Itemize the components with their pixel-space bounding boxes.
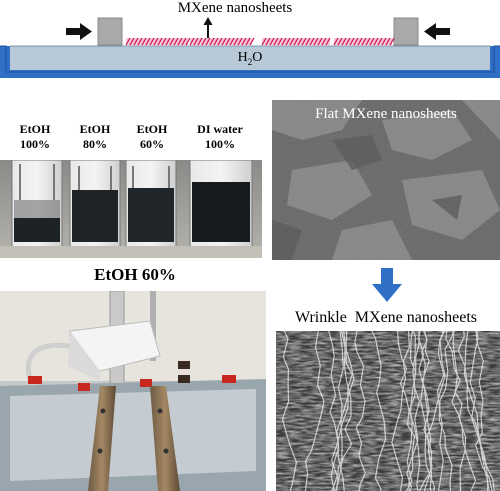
water-subphase	[10, 46, 490, 70]
wrinkle-ridge	[335, 331, 353, 491]
water-label-h: H	[237, 50, 248, 65]
vial-label-0-line2: 100%	[20, 137, 50, 151]
down-arrow-icon	[372, 268, 402, 302]
wrinkle-ridge	[391, 331, 410, 491]
wrinkle-ridge	[475, 331, 493, 491]
wrinkle-ridge	[330, 331, 355, 491]
nanosheet-strip	[334, 38, 392, 45]
vial-panel: EtOH 100% EtOH 80% EtOH 60% DI water 100…	[0, 118, 262, 258]
apparatus-panel	[0, 291, 266, 491]
wrinkle-ridge	[436, 331, 445, 491]
wrinkle-ridge	[452, 331, 467, 491]
wrinkle-ridge	[445, 331, 477, 491]
trough-svg	[0, 17, 500, 78]
vial-photo	[0, 160, 262, 258]
right-barrier	[393, 17, 419, 46]
wrinkle-ridge	[469, 331, 495, 491]
wrinkle-ridge	[419, 331, 433, 491]
wrinkle-ridge	[396, 331, 421, 491]
vial-label-3-line2: 100%	[205, 137, 235, 151]
vial-label-3-line1: DI water	[197, 122, 243, 136]
nanosheet-layer	[125, 37, 395, 46]
left-barrier	[97, 17, 123, 46]
sem-wrinkle-panel	[276, 331, 500, 491]
wrinkle-ridge	[371, 331, 387, 491]
wrinkle-texture	[276, 331, 500, 491]
sem-flat-image	[272, 100, 500, 260]
vial-etoh-100	[11, 160, 63, 249]
vial-label-1-line2: 80%	[83, 137, 107, 151]
vial-label-0: EtOH 100%	[10, 122, 60, 152]
wrinkle-ridge	[405, 331, 417, 491]
wrinkle-ridge	[457, 331, 489, 491]
apparatus-photo	[0, 291, 266, 491]
left-compression-arrow	[66, 23, 92, 40]
wrinkle-ridge	[337, 331, 353, 491]
vial-label-0-line1: EtOH	[19, 122, 51, 136]
nanosheet-strip	[126, 38, 188, 45]
transition-arrow	[372, 268, 402, 304]
wrinkle-ridge	[418, 331, 433, 491]
lift-arrow	[203, 17, 213, 38]
wrinkle-ridge	[406, 331, 421, 491]
wrinkle-ridge	[354, 331, 366, 491]
vial-label-2: EtOH 60%	[127, 122, 177, 152]
vial-label-2-line2: 60%	[140, 137, 164, 151]
trough-schematic	[0, 0, 500, 80]
vial-label-1: EtOH 80%	[70, 122, 120, 152]
right-compression-arrow	[424, 23, 450, 40]
apparatus-title: EtOH 60%	[94, 265, 176, 284]
vial-etoh-60	[125, 160, 177, 249]
nanosheet-label: MXene nanosheets	[177, 0, 293, 16]
nanosheet-strip	[190, 38, 252, 45]
wrinkle-ridge	[427, 331, 446, 491]
sem-flat-caption: Flat MXene nanosheets	[315, 106, 457, 122]
vial-label-3: DI water 100%	[180, 122, 260, 152]
sem-wrinkle-image	[276, 331, 500, 491]
vial-label-2-line1: EtOH	[136, 122, 168, 136]
wrinkle-ridge	[406, 331, 416, 491]
water-label-sub: 2	[247, 56, 253, 67]
wrinkle-ridge	[328, 331, 339, 491]
vial-label-1-line1: EtOH	[79, 122, 111, 136]
wrinkle-ridges	[281, 331, 495, 491]
sem-wrinkle-caption: Wrinkle MXene nanosheets	[295, 309, 477, 326]
wrinkle-ridge	[281, 331, 298, 491]
wrinkle-ridge	[463, 331, 490, 491]
sem-flat-panel: Flat MXene nanosheets	[272, 100, 500, 260]
wrinkle-ridge	[304, 331, 325, 491]
water-label-o: O	[252, 50, 263, 65]
vial-di-water	[189, 160, 253, 249]
wrinkle-ridge	[335, 331, 344, 491]
vial-etoh-80	[69, 160, 121, 249]
water-label: H2O	[230, 50, 270, 67]
